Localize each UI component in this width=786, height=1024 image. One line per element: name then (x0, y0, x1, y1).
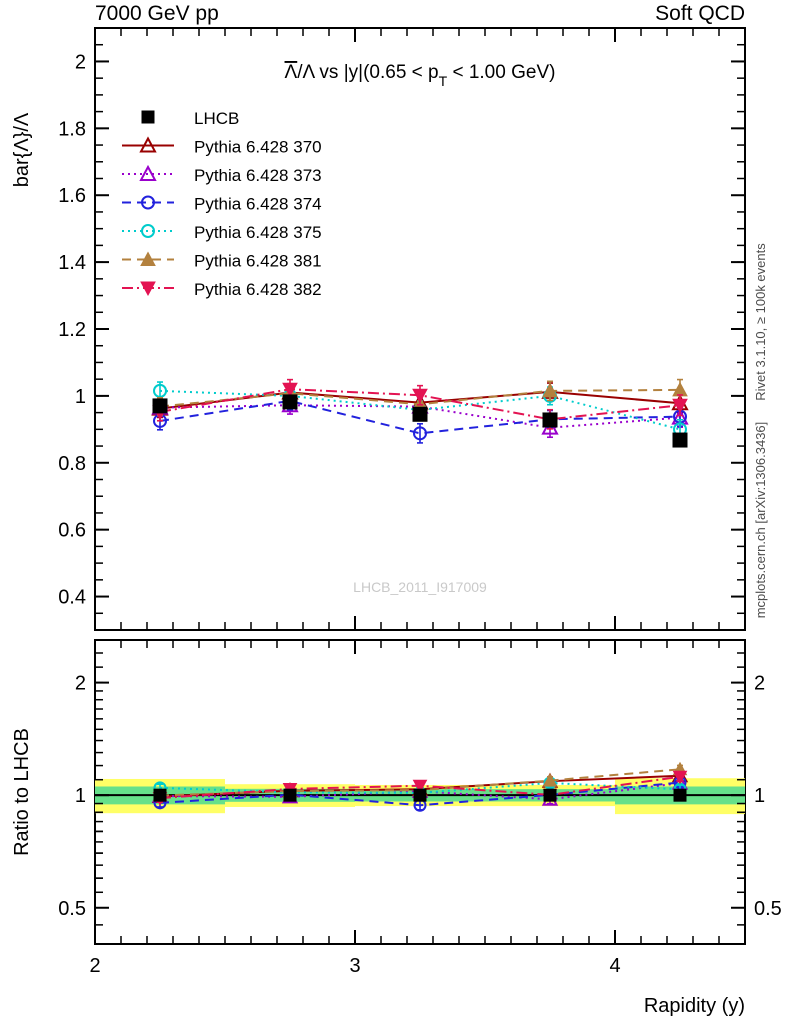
marker-square (413, 788, 427, 802)
y-tick-label: 1 (75, 386, 86, 408)
marker-square (152, 398, 168, 414)
main-plot-frame (94, 27, 746, 631)
marker-triangle-down (412, 388, 428, 404)
ratio-x-axis: 2 3 4 (89, 640, 746, 977)
ratio-panel: 0.5 0.5 1 1 2 2 2 3 4 Rapidity (y) Ratio to LHCB (11, 639, 782, 1017)
marker-triangle-down (672, 770, 688, 785)
marker-triangle-up (139, 136, 157, 153)
y-tick-label: 0.4 (58, 587, 86, 609)
rivet-version-label: Rivet 3.1.10, ≥ 100k events (753, 243, 768, 401)
legend-label: Pythia 6.428 374 (194, 195, 322, 214)
marker-square (283, 788, 297, 802)
legend-item-pythia-382[interactable]: Pythia 6.428 382 (122, 280, 322, 299)
series-lhcb-data (152, 394, 688, 448)
marker-triangle-down (672, 398, 688, 414)
x-tick-label: 3 (349, 955, 360, 977)
legend-item-pythia-370[interactable]: Pythia 6.428 370 (122, 136, 322, 157)
marker-square (153, 788, 167, 802)
main-plot-title-text: Λ/Λ vs |y|(0.65 < pT < 1.00 GeV) (285, 62, 556, 89)
marker-triangle-down (282, 382, 298, 398)
y-tick-label: 0.6 (58, 520, 86, 542)
y-tick-label: 2 (75, 51, 86, 73)
analysis-watermark: LHCB_2011_I917009 (353, 579, 487, 595)
legend-item-lhcb[interactable]: LHCB (141, 109, 239, 128)
ratio-y-axis-title: Ratio to LHCB (11, 728, 33, 856)
marker-square (672, 432, 688, 448)
main-plot-title: Λ/Λ vs |y|(0.65 < pT < 1.00 GeV) (285, 62, 556, 89)
marker-triangle-up (140, 251, 156, 266)
header-beam-label: 7000 GeV pp (95, 2, 219, 25)
marker-square (673, 788, 687, 802)
series-line (159, 399, 681, 435)
ratio-line (159, 781, 681, 794)
legend-item-pythia-375[interactable]: Pythia 6.428 375 (122, 223, 322, 242)
x-tick-label: 4 (609, 955, 620, 977)
marker-circle (413, 426, 427, 441)
ratio-y-tick-label: 0.5 (58, 898, 86, 920)
legend-label: LHCB (194, 109, 239, 128)
legend-label: Pythia 6.428 375 (194, 223, 322, 242)
main-x-axis (94, 28, 746, 630)
marker-triangle-down (412, 779, 428, 794)
marker-circle (141, 195, 155, 210)
ratio-y-tick-label: 1 (75, 785, 86, 807)
header: 7000 GeV pp Soft QCD (95, 2, 745, 25)
main-y-axis: 0.4 0.6 0.8 1 1.2 1.4 1.6 1.8 2 (58, 43, 745, 615)
ratio-series-lhcb-data (153, 788, 687, 802)
marker-square (542, 412, 558, 428)
marker-triangle-up (139, 164, 157, 181)
marker-square (412, 406, 428, 422)
mcplots-credit-label: mcplots.cern.ch [arXiv:1306.3436] (753, 422, 768, 619)
x-axis-title: Rapidity (y) (644, 995, 745, 1017)
y-tick-label: 1.2 (58, 319, 86, 341)
legend-item-pythia-373[interactable]: Pythia 6.428 373 (122, 164, 322, 185)
legend: LHCB Pythia 6.428 370 Pythia 6.428 373 Pyth… (122, 109, 322, 299)
side-annotations: Rivet 3.1.10, ≥ 100k events mcplots.cern.… (753, 243, 768, 619)
legend-item-pythia-374[interactable]: Pythia 6.428 374 (122, 195, 322, 214)
ratio-y-tick-label-right: 0.5 (754, 898, 782, 920)
legend-label: Pythia 6.428 382 (194, 280, 322, 299)
y-tick-label: 0.8 (58, 453, 86, 475)
header-process-label: Soft QCD (655, 2, 745, 25)
legend-label: Pythia 6.428 381 (194, 252, 322, 271)
y-tick-label: 1.6 (58, 185, 86, 207)
ratio-y-tick-label-right: 1 (754, 785, 765, 807)
marker-square (141, 110, 155, 124)
marker-square (282, 394, 298, 410)
legend-item-pythia-381[interactable]: Pythia 6.428 381 (122, 251, 322, 271)
x-tick-label: 2 (89, 955, 100, 977)
main-y-axis-title: bar{Λ}/Λ (11, 112, 33, 187)
main-panel: 0.4 0.6 0.8 1 1.2 1.4 1.6 1.8 2 bar{Λ}/Λ Λ/Λ vs |y… (11, 27, 746, 631)
legend-label: Pythia 6.428 370 (194, 138, 322, 157)
marker-circle (141, 224, 155, 238)
ratio-y-tick-label: 2 (75, 673, 86, 695)
marker-square (543, 788, 557, 802)
ratio-y-tick-label-right: 2 (754, 673, 765, 695)
marker-triangle-down (140, 281, 156, 297)
marker-triangle-up (542, 773, 558, 787)
marker-triangle-up (542, 382, 558, 398)
marker-circle (153, 383, 167, 398)
y-tick-label: 1.8 (58, 118, 86, 140)
y-tick-label: 1.4 (58, 252, 86, 274)
ratio-y-axis: 0.5 0.5 1 1 2 2 (58, 652, 782, 926)
legend-label: Pythia 6.428 373 (194, 166, 322, 185)
